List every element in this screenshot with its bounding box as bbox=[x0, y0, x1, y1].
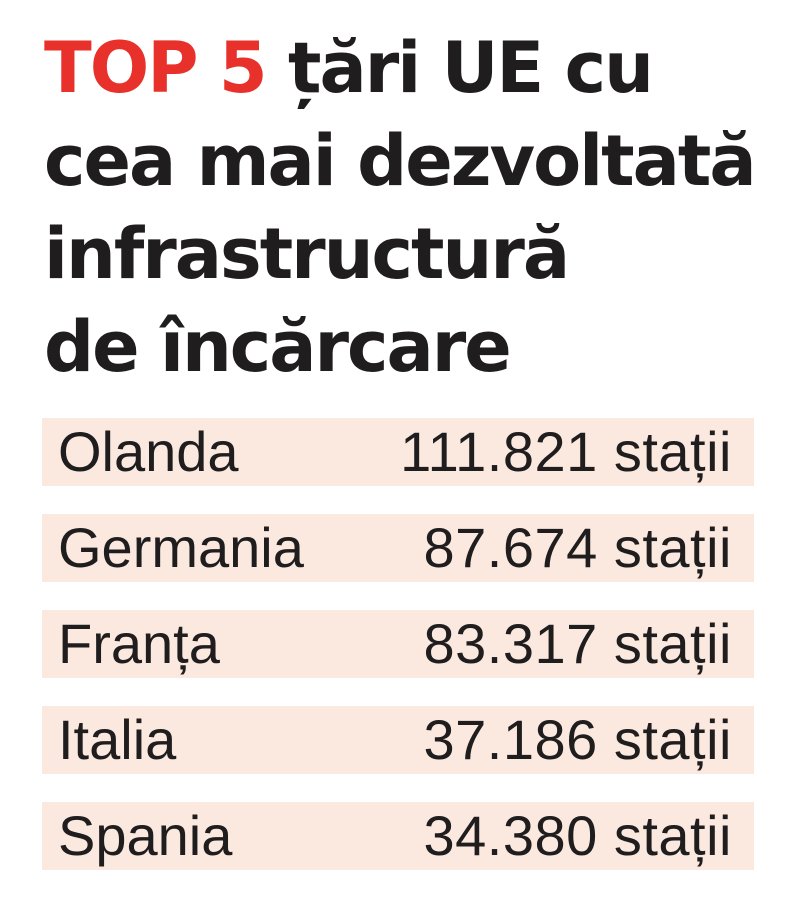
title-line3: infrastructură bbox=[44, 213, 570, 295]
station-count: 37.186 stații bbox=[423, 708, 732, 771]
table-row: Olanda 111.821 stații bbox=[42, 418, 754, 486]
title-line2: cea mai dezvoltată bbox=[44, 120, 757, 202]
table-row: Italia 37.186 stații bbox=[42, 706, 754, 774]
title-line4: de încărcare bbox=[44, 306, 512, 388]
title-highlight: TOP 5 bbox=[44, 27, 268, 109]
country-label: Franța bbox=[58, 612, 220, 675]
country-label: Spania bbox=[58, 804, 233, 867]
station-count: 34.380 stații bbox=[423, 804, 732, 867]
title-line1-rest: țări UE cu bbox=[265, 27, 654, 109]
table-row: Spania 34.380 stații bbox=[42, 802, 754, 870]
table-row: Germania 87.674 stații bbox=[42, 514, 754, 582]
country-label: Italia bbox=[58, 708, 177, 771]
station-count: 111.821 stații bbox=[400, 420, 732, 483]
title: TOP 5 țări UE cu cea mai dezvoltată infras… bbox=[44, 22, 784, 394]
country-label: Germania bbox=[58, 516, 304, 579]
station-count: 83.317 stații bbox=[423, 612, 732, 675]
table-row: Franța 83.317 stații bbox=[42, 610, 754, 678]
station-count: 87.674 stații bbox=[423, 516, 732, 579]
ranking-table: Olanda 111.821 stații Germania 87.674 stați… bbox=[42, 418, 754, 870]
country-label: Olanda bbox=[58, 420, 239, 483]
